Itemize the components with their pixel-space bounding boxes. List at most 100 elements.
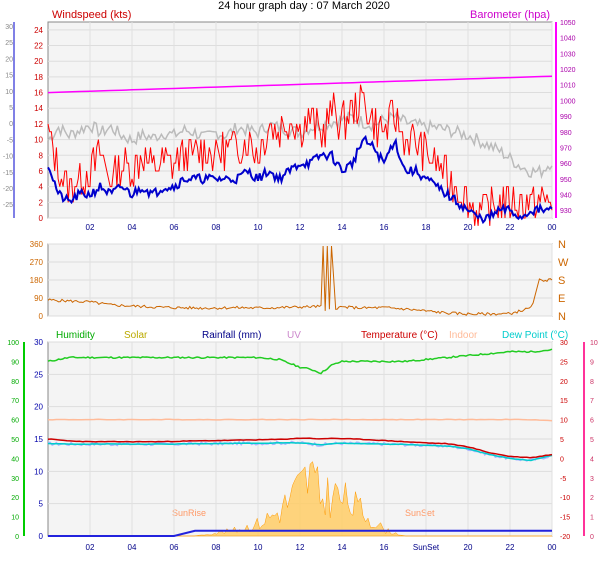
wind-tick-label: 10 <box>34 136 43 145</box>
baro-tick-label: 980 <box>560 130 572 137</box>
temp-tick-label: 15 <box>560 398 568 405</box>
baro-tick-label: 930 <box>560 208 572 215</box>
dir-tick-label: 360 <box>30 240 44 249</box>
series-line-barometer <box>47 75 553 94</box>
humidity-tick-label: 20 <box>11 495 19 502</box>
wind-panel: Windspeed (kts) Barometer (hpa) 24222018… <box>3 9 576 232</box>
wind-outer-tick-label: 15 <box>5 73 13 80</box>
temp-x-tick-label: 02 <box>86 543 95 552</box>
uv-tick-label: 8 <box>590 379 594 386</box>
uv-tick-label: 3 <box>590 476 594 483</box>
temp-tick-label: 25 <box>560 359 568 366</box>
dir-tick-label: 270 <box>30 258 44 267</box>
wind-tick-label: 4 <box>39 183 44 192</box>
sunset-label: SunSet <box>405 508 435 518</box>
series-line-temp-grey <box>47 111 553 180</box>
baro-tick-label: 950 <box>560 177 572 184</box>
legend-label: Indoor <box>449 330 478 341</box>
baro-tick-label: 990 <box>560 114 572 121</box>
dir-compass-label: S <box>558 275 565 287</box>
humidity-tick-label: 60 <box>11 418 19 425</box>
series-line-rainfall <box>48 529 552 537</box>
wind-x-tick-label: 18 <box>422 223 431 232</box>
wind-tick-label: 12 <box>34 120 43 129</box>
dir-tick-label: 0 <box>39 312 44 321</box>
temp-panel: Humidity Solar Rainfall (mm) UV Temperature … <box>7 330 598 552</box>
wind-x-tick-label: 02 <box>86 223 95 232</box>
wind-tick-label: 20 <box>34 57 43 66</box>
temp-tick-label: 10 <box>560 418 568 425</box>
series-line-gust <box>47 84 553 226</box>
temp-x-tick-label: SunSet <box>413 543 440 552</box>
uv-tick-label: 10 <box>590 340 598 347</box>
wind-tick-label: 22 <box>34 42 43 51</box>
rain-tick-label: 15 <box>34 435 43 444</box>
dir-compass-label: N <box>558 239 566 251</box>
wind-x-tick-label: 16 <box>380 223 389 232</box>
wind-tick-label: 8 <box>39 151 44 160</box>
humidity-tick-label: 10 <box>11 515 19 522</box>
humidity-tick-label: 100 <box>7 340 19 347</box>
temp-tick-label: 5 <box>560 437 564 444</box>
wind-x-tick-label: 20 <box>464 223 473 232</box>
temp-x-tick-label: 14 <box>338 543 347 552</box>
temp-tick-label: -20 <box>560 534 570 541</box>
baro-tick-label: 1050 <box>560 20 576 27</box>
series-line-direction <box>47 245 553 316</box>
rain-tick-label: 20 <box>34 403 43 412</box>
temp-tick-label: 0 <box>560 456 564 463</box>
wind-outer-tick-label: 5 <box>9 105 13 112</box>
wind-outer-tick-label: 0 <box>9 121 13 128</box>
baro-tick-label: 1010 <box>560 83 576 90</box>
wind-outer-tick-label: 30 <box>5 24 13 31</box>
page-title: 24 hour graph day : 07 March 2020 <box>218 0 390 12</box>
series-line-humidity <box>47 348 553 375</box>
rain-tick-label: 10 <box>34 467 43 476</box>
baro-tick-label: 1030 <box>560 51 576 58</box>
temp-tick-label: -10 <box>560 495 570 502</box>
baro-tick-label: 1020 <box>560 67 576 74</box>
wind-tick-label: 0 <box>39 214 44 223</box>
wind-x-tick-label: 22 <box>506 223 515 232</box>
wind-outer-tick-label: -5 <box>7 137 13 144</box>
rain-tick-label: 30 <box>34 338 43 347</box>
dir-compass-label: E <box>558 293 565 305</box>
humidity-tick-label: 70 <box>11 398 19 405</box>
humidity-tick-label: 0 <box>15 534 19 541</box>
series-line-windspeed <box>47 134 553 225</box>
direction-panel: 360 N 270 W 180 S 90 E 0 N <box>30 239 569 323</box>
wind-x-tick-label: 00 <box>548 223 557 232</box>
wind-outer-tick-label: -10 <box>3 154 13 161</box>
rain-tick-label: 5 <box>39 500 44 509</box>
temp-x-tick-label: 10 <box>254 543 263 552</box>
wind-x-tick-label: 04 <box>128 223 137 232</box>
wind-outer-tick-label: -25 <box>3 202 13 209</box>
temp-x-tick-label: 20 <box>464 543 473 552</box>
wind-x-tick-label: 06 <box>170 223 179 232</box>
legend-label: Humidity <box>56 330 95 341</box>
wind-outer-tick-label: 20 <box>5 56 13 63</box>
wind-x-tick-label: 12 <box>296 223 305 232</box>
sunrise-label: SunRise <box>172 508 206 518</box>
temp-tick-label: 30 <box>560 340 568 347</box>
wind-outer-tick-label: -15 <box>3 170 13 177</box>
temp-tick-label: -5 <box>560 476 566 483</box>
wind-tick-label: 24 <box>34 26 43 35</box>
humidity-tick-label: 40 <box>11 456 19 463</box>
rain-tick-label: 25 <box>34 370 43 379</box>
temp-x-tick-label: 06 <box>170 543 179 552</box>
legend-label: Dew Point (°C) <box>502 330 568 341</box>
uv-tick-label: 7 <box>590 398 594 405</box>
wind-tick-label: 18 <box>34 73 43 82</box>
wind-tick-label: 2 <box>39 198 44 207</box>
dir-tick-label: 180 <box>30 276 44 285</box>
rain-tick-label: 0 <box>39 532 44 541</box>
wind-x-tick-label: 10 <box>254 223 263 232</box>
wind-outer-tick-label: -20 <box>3 186 13 193</box>
humidity-tick-label: 30 <box>11 476 19 483</box>
series-line-indoor <box>47 418 553 422</box>
uv-tick-label: 5 <box>590 437 594 444</box>
dir-compass-label: N <box>558 311 566 323</box>
temp-x-tick-label: 22 <box>506 543 515 552</box>
